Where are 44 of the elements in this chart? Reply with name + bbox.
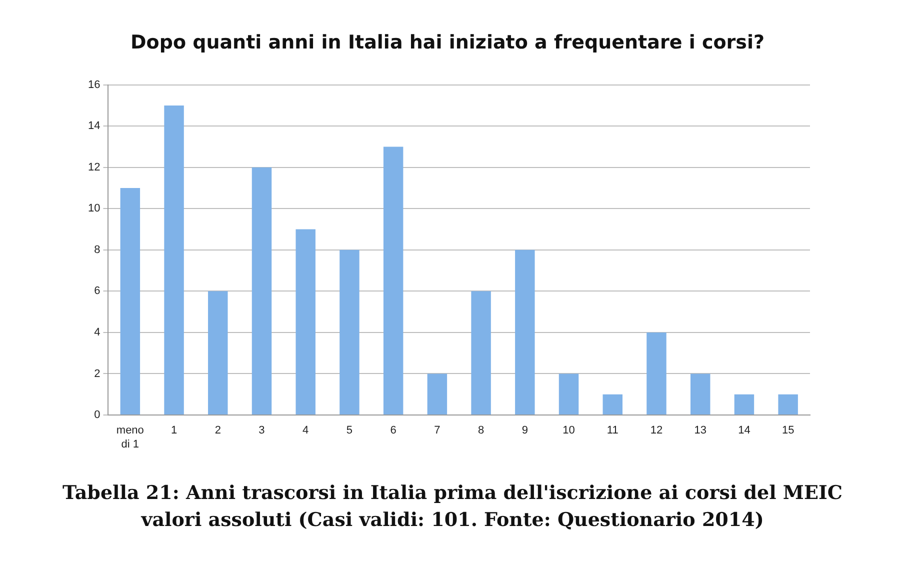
text: Tabella 21: Anni trascorsi in Italia prima dell'iscrizione ai corsi del MEIC	[62, 481, 844, 506]
x-tick-label: 9	[522, 424, 528, 437]
x-tick-label: 10	[562, 424, 575, 437]
bar	[164, 105, 184, 414]
bar	[383, 146, 404, 414]
bar	[690, 374, 710, 414]
bar	[252, 167, 272, 414]
bar	[778, 394, 798, 414]
x-tick-label: 1	[170, 424, 178, 437]
x-tick-label: 11	[606, 424, 618, 437]
bar	[646, 332, 666, 414]
y-tick-label: 14	[88, 120, 100, 132]
chart-title: Dopo quanti anni in Italia hai iniziato a frequentare i corsi?	[130, 31, 764, 54]
bar	[427, 374, 448, 414]
x-tick-label: 2	[214, 424, 221, 437]
x-tick-label: 13	[694, 424, 706, 437]
x-tick-label: 12	[650, 424, 663, 437]
y-tick-label: 6	[94, 285, 100, 298]
bar	[208, 291, 228, 414]
bar	[734, 394, 754, 414]
x-tick-label: 3	[258, 424, 265, 437]
y-tick-label: 12	[88, 161, 100, 174]
y-tick-label: 10	[88, 202, 100, 215]
y-tick-label: 16	[88, 78, 100, 91]
bar	[515, 250, 535, 414]
x-tick-label: 6	[390, 424, 396, 437]
bar	[296, 229, 316, 414]
x-tick-label: 5	[346, 424, 353, 437]
x-tick-label: 14	[738, 424, 750, 437]
x-tick-label: meno di 1	[116, 424, 144, 451]
bar	[602, 394, 622, 414]
x-tick-label: 8	[478, 424, 484, 437]
bar	[558, 374, 579, 414]
bar	[340, 250, 360, 414]
y-tick-label: 2	[94, 368, 100, 380]
y-tick-label: 4	[94, 326, 100, 338]
x-tick-label: 7	[434, 424, 440, 437]
bar	[120, 188, 140, 414]
y-tick-label: 0	[94, 409, 100, 422]
x-tick-label: 15	[782, 424, 794, 437]
y-tick-label: 8	[94, 244, 100, 256]
bar	[471, 291, 491, 414]
x-tick-label: 4	[302, 424, 309, 437]
text: valori assoluti (Casi validi: 101. Fonte: Questionario 2014)	[140, 508, 765, 533]
